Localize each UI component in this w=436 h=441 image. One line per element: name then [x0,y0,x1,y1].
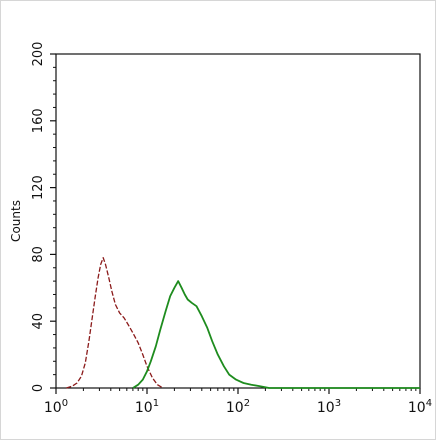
series-1-line [132,280,420,389]
y-tick-label-200: 200 [31,42,46,67]
y-axis-label: Counts [9,200,23,242]
y-tick-label-120: 120 [31,175,46,200]
plot-area-border [55,53,421,389]
x-tick-label-100: 102 [226,398,250,416]
x-tick-label-1: 100 [44,398,68,416]
x-tick-label-10000: 104 [408,398,432,416]
series-0-line [66,257,164,389]
x-tick-label-1000: 103 [317,398,341,416]
y-tick-label-80: 80 [31,246,46,263]
y-tick-label-0: 0 [31,384,46,392]
x-tick-label-10: 101 [135,398,159,416]
y-tick-label-40: 40 [31,313,46,330]
y-tick-label-160: 160 [31,108,46,133]
